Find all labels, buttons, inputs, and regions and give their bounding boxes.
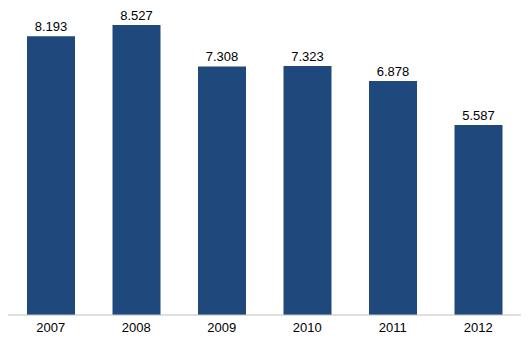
svg-text:8.193: 8.193: [35, 19, 68, 34]
svg-text:2007: 2007: [36, 320, 65, 335]
svg-text:2012: 2012: [464, 320, 493, 335]
svg-text:8.527: 8.527: [120, 8, 153, 23]
svg-text:2009: 2009: [207, 320, 236, 335]
svg-text:5.587: 5.587: [462, 108, 495, 123]
svg-text:2010: 2010: [293, 320, 322, 335]
svg-text:2008: 2008: [122, 320, 151, 335]
svg-text:7.323: 7.323: [291, 49, 324, 64]
svg-text:6.878: 6.878: [377, 64, 410, 79]
svg-text:7.308: 7.308: [206, 49, 239, 64]
svg-text:2011: 2011: [379, 320, 407, 335]
